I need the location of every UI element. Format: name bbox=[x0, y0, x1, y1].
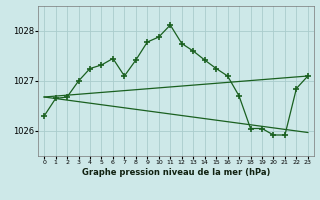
X-axis label: Graphe pression niveau de la mer (hPa): Graphe pression niveau de la mer (hPa) bbox=[82, 168, 270, 177]
